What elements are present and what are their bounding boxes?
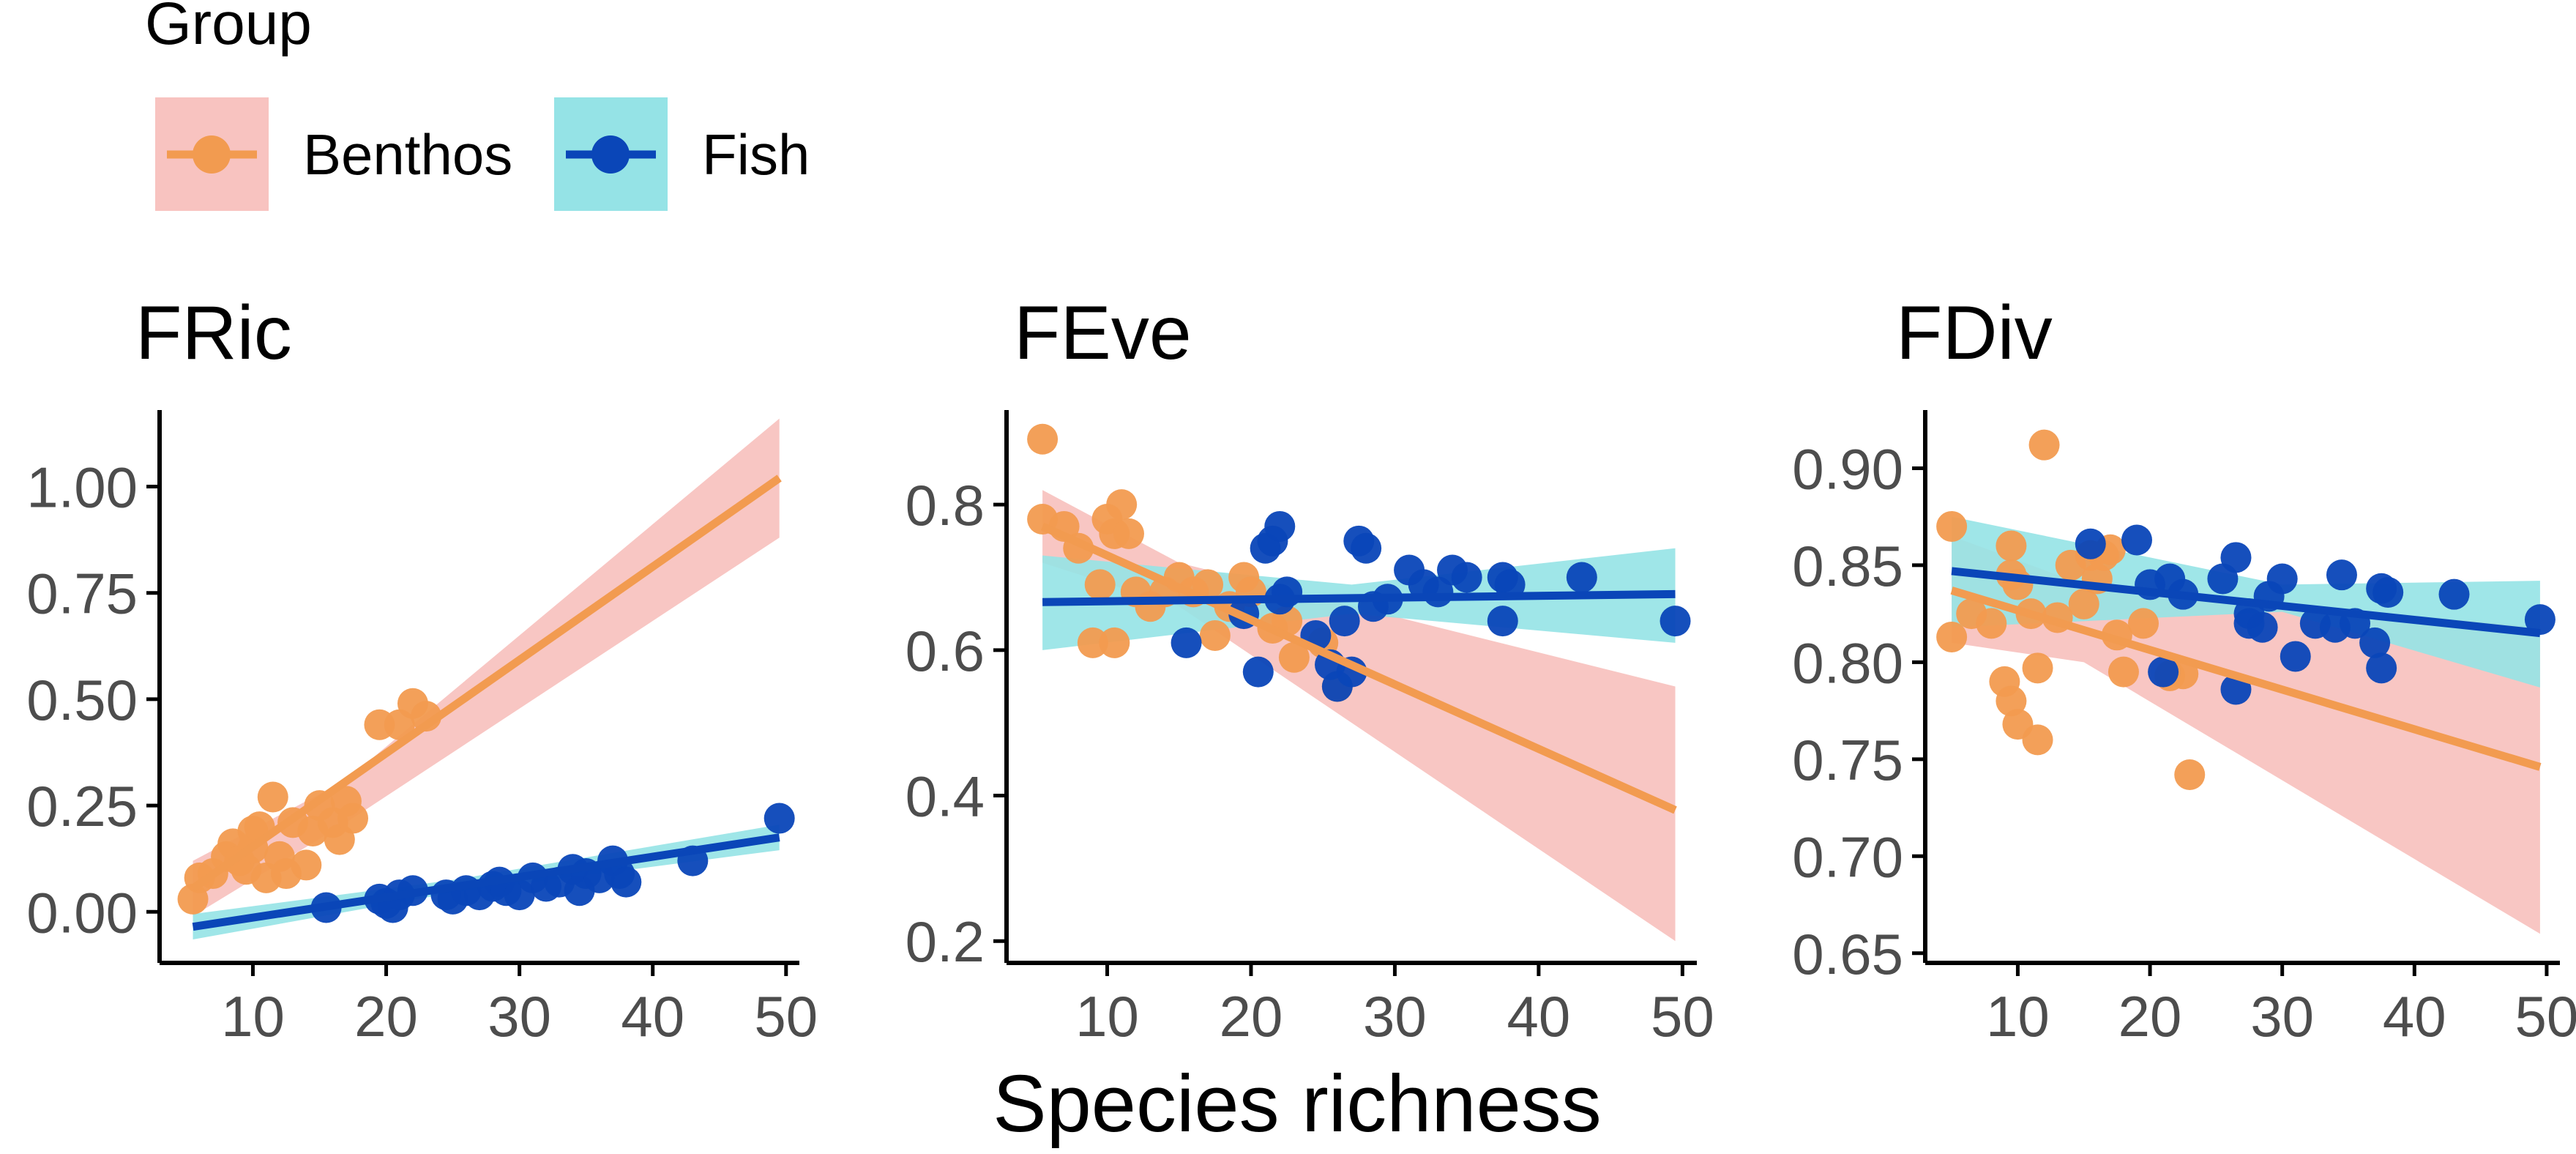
y-tick-label: 0.6: [906, 619, 985, 683]
y-tick-label: 0.90: [1792, 436, 1903, 501]
y-tick-label: 0.70: [1792, 824, 1903, 889]
benthos-point: [1099, 627, 1130, 658]
fish-point: [2366, 652, 2397, 684]
y-tick-label: 0.75: [26, 562, 138, 626]
benthos-fit-line: [1950, 587, 2542, 771]
benthos-point: [1199, 619, 1231, 651]
panel-title: FRic: [135, 291, 292, 376]
x-tick-label: 30: [2250, 984, 2314, 1049]
fish-point: [2372, 577, 2404, 608]
benthos-point: [1077, 627, 1108, 658]
benthos-point: [257, 781, 288, 813]
legend-key-benthos-point: [193, 135, 231, 174]
x-tick-label: 40: [1507, 984, 1571, 1049]
fish-point: [2326, 559, 2357, 591]
fish-point: [2075, 528, 2106, 559]
x-tick-label: 50: [2515, 984, 2576, 1049]
benthos-point: [1996, 530, 2027, 562]
y-tick-label: 0.2: [906, 909, 985, 974]
benthos-point: [2174, 759, 2206, 791]
fish-point: [1329, 606, 1360, 637]
panel-fdiv: FDiv 10 20 30 40 50 0.65 0.70 0.75 0.80 0.85 0.90: [1792, 291, 2576, 1049]
x-tick-label: 10: [1986, 984, 2050, 1049]
x-tick-label: 40: [621, 984, 684, 1049]
benthos-point: [2028, 429, 2060, 461]
fish-point: [2266, 563, 2298, 595]
legend-key-fish-point: [591, 135, 630, 174]
fish-point: [2121, 524, 2152, 556]
benthos-point: [337, 803, 369, 834]
benthos-fit-line: [1040, 522, 1677, 814]
benthos-point: [1192, 569, 1224, 600]
x-tick-label: 10: [221, 984, 285, 1049]
x-tick-label: 10: [1075, 984, 1139, 1049]
benthos-point: [1278, 641, 1310, 673]
fish-point: [2148, 656, 2179, 688]
fish-point: [1451, 562, 1482, 593]
fish-point: [1660, 606, 1691, 637]
benthos-point: [1936, 510, 1968, 542]
fish-fit-line: [1951, 567, 2541, 638]
fish-fit-line: [192, 833, 780, 931]
legend: Group Benthos Fish: [145, 0, 810, 211]
benthos-point: [1996, 685, 2027, 717]
x-tick-label: 30: [1363, 984, 1427, 1049]
benthos-point: [1027, 423, 1059, 455]
y-tick-label: 0.85: [1792, 534, 1903, 598]
fish-point: [2438, 578, 2470, 610]
y-tick-label: 0.00: [26, 880, 138, 945]
fish-point: [1171, 627, 1202, 658]
fish-point: [2359, 627, 2391, 658]
x-tick-label: 50: [1651, 984, 1714, 1049]
fish-point: [1566, 562, 1597, 593]
benthos-point: [1106, 489, 1138, 521]
fish-point: [1351, 532, 1382, 564]
benthos-point: [2022, 652, 2053, 684]
benthos-point: [1936, 621, 1968, 652]
y-tick-label: 0.4: [906, 764, 985, 829]
fish-point: [764, 803, 795, 834]
x-tick-label: 40: [2383, 984, 2446, 1049]
x-tick-label: 50: [754, 984, 818, 1049]
benthos-point: [2022, 724, 2053, 756]
legend-title: Group: [145, 0, 312, 57]
panel-fric: FRic 10 20 30 40 50 0.00 0.25 0.50 0.75 1.00: [26, 291, 818, 1049]
x-tick-label: 20: [354, 984, 418, 1049]
y-tick-label: 0.80: [1792, 630, 1903, 695]
legend-label-fish: Fish: [702, 122, 810, 187]
panel-title: FDiv: [1896, 291, 2053, 376]
benthos-point: [2068, 588, 2099, 619]
benthos-point: [1976, 608, 2007, 639]
y-tick-label: 1.00: [26, 455, 138, 520]
fish-point: [2247, 611, 2278, 643]
benthos-point: [1113, 518, 1144, 549]
fish-fit-line: [1042, 589, 1676, 606]
x-tick-label: 20: [2118, 984, 2182, 1049]
fish-point: [611, 866, 642, 898]
y-tick-label: 0.65: [1792, 922, 1903, 986]
legend-label-benthos: Benthos: [303, 122, 512, 187]
benthos-point: [291, 849, 322, 881]
benthos-point: [2108, 656, 2139, 688]
benthos-point: [1084, 569, 1116, 600]
benthos-point: [2128, 608, 2159, 639]
y-tick-label: 0.8: [906, 473, 985, 537]
y-tick-label: 0.50: [26, 668, 138, 732]
x-tick-label: 30: [488, 984, 551, 1049]
x-tick-label: 20: [1220, 984, 1283, 1049]
fish-point: [1242, 656, 1274, 688]
panel-feve: FEve 10 20 30 40 50 0.2 0.4 0.6 0.8: [906, 291, 1714, 1049]
panel-title: FEve: [1014, 291, 1192, 376]
benthos-fit-line: [190, 474, 782, 892]
fish-point: [2524, 604, 2556, 636]
y-tick-label: 0.25: [26, 774, 138, 838]
y-tick-label: 0.75: [1792, 728, 1903, 792]
fish-point: [2220, 542, 2252, 573]
fish-point: [2280, 641, 2311, 672]
fish-point: [1264, 510, 1296, 542]
fish-point: [1487, 606, 1518, 637]
x-axis-label: Species richness: [993, 1059, 1602, 1149]
